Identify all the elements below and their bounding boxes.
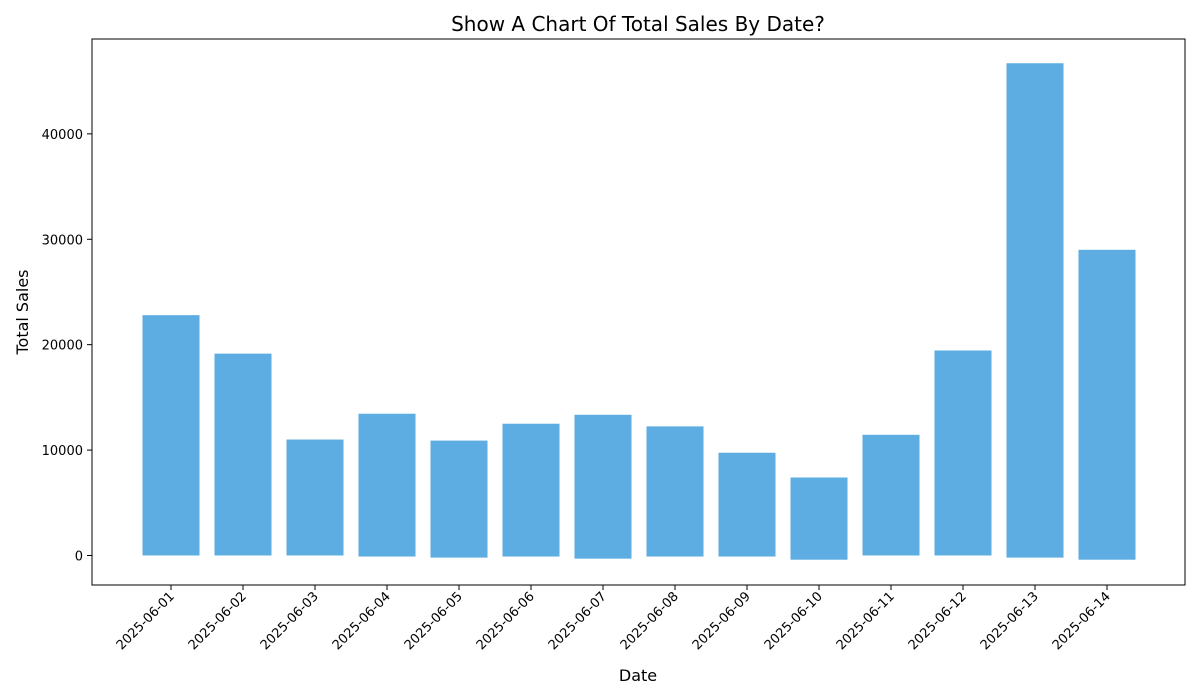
bar-2025-06-13 (1006, 63, 1064, 558)
x-tick-label: 2025-06-13 (978, 589, 1042, 653)
x-tick-label: 2025-06-11 (834, 589, 898, 653)
y-tick-label: 0 (75, 549, 83, 564)
y-axis: 0 10000 20000 30000 40000 (42, 128, 92, 564)
y-tick-label: 40000 (42, 128, 83, 143)
x-tick-label: 2025-06-07 (546, 589, 610, 653)
chart-title: Show A Chart Of Total Sales By Date? (451, 12, 825, 36)
x-tick-label: 2025-06-06 (474, 589, 538, 653)
bar-2025-06-04 (358, 413, 416, 557)
bar-2025-06-05 (430, 440, 488, 558)
bar-2025-06-06 (502, 423, 560, 557)
x-tick-label: 2025-06-05 (402, 589, 466, 653)
bar-2025-06-14 (1078, 249, 1136, 560)
x-tick-label: 2025-06-09 (690, 589, 754, 653)
x-axis-label: Date (619, 666, 657, 685)
bar-2025-06-08 (646, 426, 704, 557)
x-tick-label: 2025-06-10 (762, 589, 826, 653)
x-axis: 2025-06-01 2025-06-02 2025-06-03 2025-06-04… (114, 585, 1114, 653)
x-tick-label: 2025-06-01 (114, 589, 178, 653)
y-tick-label: 30000 (42, 233, 83, 248)
x-tick-label: 2025-06-14 (1050, 589, 1114, 653)
x-tick-label: 2025-06-03 (258, 589, 322, 653)
bars-group (142, 63, 1136, 560)
bar-2025-06-10 (790, 477, 848, 560)
bar-2025-06-07 (574, 414, 632, 559)
bar-2025-06-09 (718, 452, 776, 557)
x-tick-label: 2025-06-04 (330, 589, 394, 653)
bar-2025-06-11 (862, 434, 920, 556)
bar-2025-06-03 (286, 439, 344, 556)
bar-2025-06-02 (214, 353, 272, 556)
y-tick-label: 10000 (42, 444, 83, 459)
y-tick-label: 20000 (42, 339, 83, 354)
plot-frame (91, 38, 1186, 586)
y-axis-label: Total Sales (13, 269, 32, 355)
x-tick-label: 2025-06-02 (186, 589, 250, 653)
bar-2025-06-12 (934, 350, 992, 556)
bar-2025-06-01 (142, 315, 200, 556)
x-tick-label: 2025-06-12 (906, 589, 970, 653)
x-tick-label: 2025-06-08 (618, 589, 682, 653)
